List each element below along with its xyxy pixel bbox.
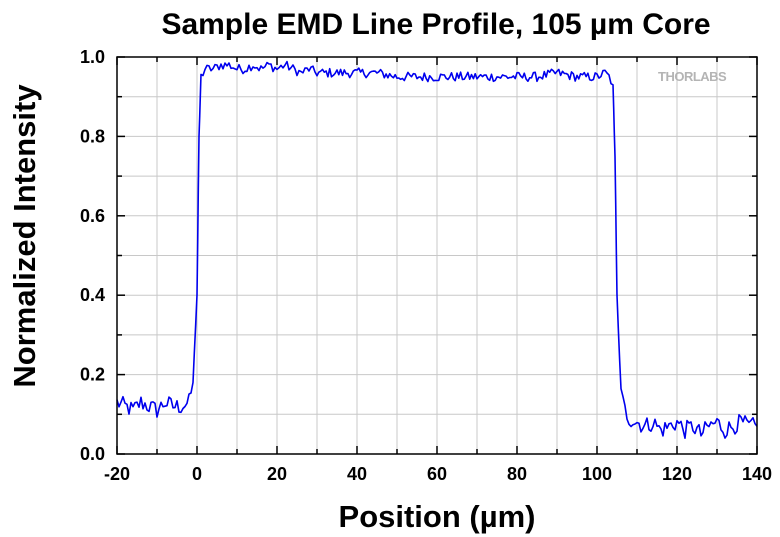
x-tick-label: 20: [267, 464, 287, 484]
x-tick-label: 140: [742, 464, 772, 484]
y-tick-label: 1.0: [80, 47, 105, 67]
y-tick-label: 0.6: [80, 206, 105, 226]
series-line: [116, 60, 758, 439]
y-axis-label: Normalized Intensity: [7, 84, 42, 388]
y-tick-labels: 0.0 0.2 0.4 0.6 0.8 1.0: [80, 47, 105, 464]
thorlabs-watermark: THORLABS: [658, 69, 727, 84]
y-tick-label: 0.8: [80, 126, 105, 146]
y-tick-label: 0.4: [80, 285, 105, 305]
chart-title: Sample EMD Line Profile, 105 µm Core: [161, 8, 710, 41]
x-tick-label: 80: [507, 464, 527, 484]
x-tick-labels: -20 0 20 40 60 80 100 120 140: [104, 464, 772, 484]
x-tick-label: 40: [347, 464, 367, 484]
x-tick-label: 60: [427, 464, 447, 484]
series-layer: [116, 60, 758, 439]
axis-ticks: [116, 56, 758, 455]
x-axis-label: Position (µm): [339, 499, 536, 534]
x-tick-label: 0: [192, 464, 202, 484]
y-tick-label: 0.2: [80, 365, 105, 385]
x-tick-label: -20: [104, 464, 130, 484]
x-tick-label: 120: [662, 464, 692, 484]
y-tick-label: 0.0: [80, 444, 105, 464]
x-tick-label: 100: [582, 464, 612, 484]
